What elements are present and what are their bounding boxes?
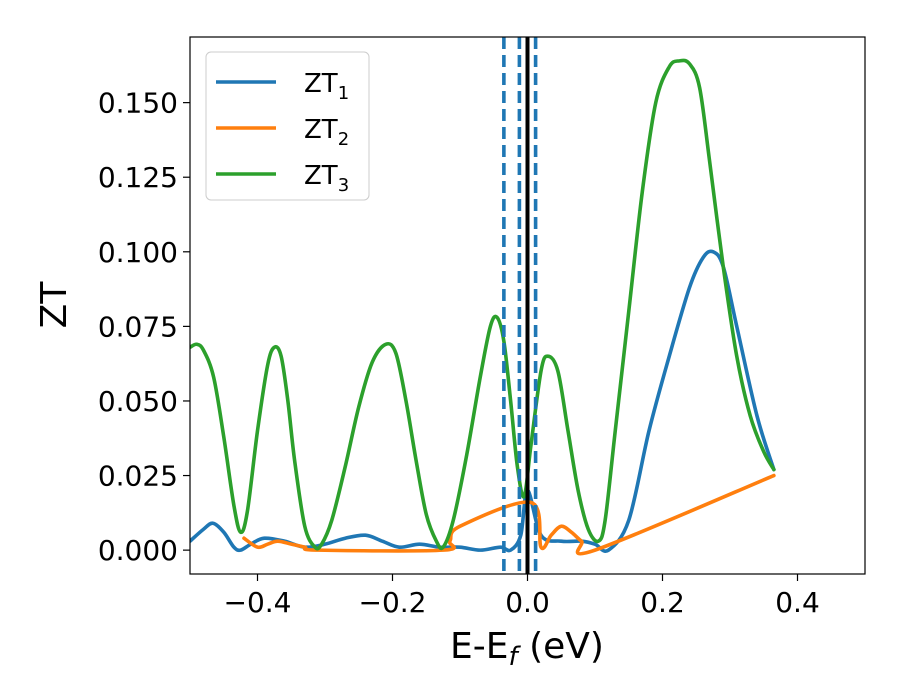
x-tick-label: 0.2 — [640, 586, 685, 619]
y-tick-label: 0.075 — [98, 310, 178, 343]
y-tick-label: 0.150 — [98, 87, 178, 120]
series-lines — [190, 58, 776, 556]
series-line-2 — [242, 473, 776, 556]
series-line-1 — [190, 249, 776, 553]
legend: ZT1 ZT2 ZT3 — [205, 51, 370, 201]
x-tick-label: −0.2 — [359, 586, 427, 619]
x-tick-label: −0.4 — [224, 586, 292, 619]
y-tick-label: 0.000 — [98, 534, 178, 567]
y-tick-label: 0.025 — [98, 460, 178, 493]
legend-label-2: ZT2 — [304, 115, 349, 150]
x-tick-label: 0.0 — [505, 586, 550, 619]
legend-box — [205, 51, 370, 201]
y-tick-label: 0.125 — [98, 161, 178, 194]
y-axis-ticks: 0.000 0.025 0.050 0.075 0.100 0.125 0.150 — [98, 87, 190, 567]
legend-label-3: ZT3 — [304, 161, 349, 196]
x-axis-ticks: −0.4 −0.2 0.0 0.2 0.4 — [224, 574, 820, 619]
x-axis-label: E-Ef (eV) — [450, 626, 604, 672]
series-line-3 — [190, 58, 776, 551]
x-tick-label: 0.4 — [775, 586, 820, 619]
y-axis-label: ZT — [34, 281, 75, 329]
y-tick-label: 0.050 — [98, 385, 178, 418]
y-tick-label: 0.100 — [98, 236, 178, 269]
vertical-marker-lines — [502, 37, 538, 574]
legend-label-1: ZT1 — [304, 69, 349, 104]
